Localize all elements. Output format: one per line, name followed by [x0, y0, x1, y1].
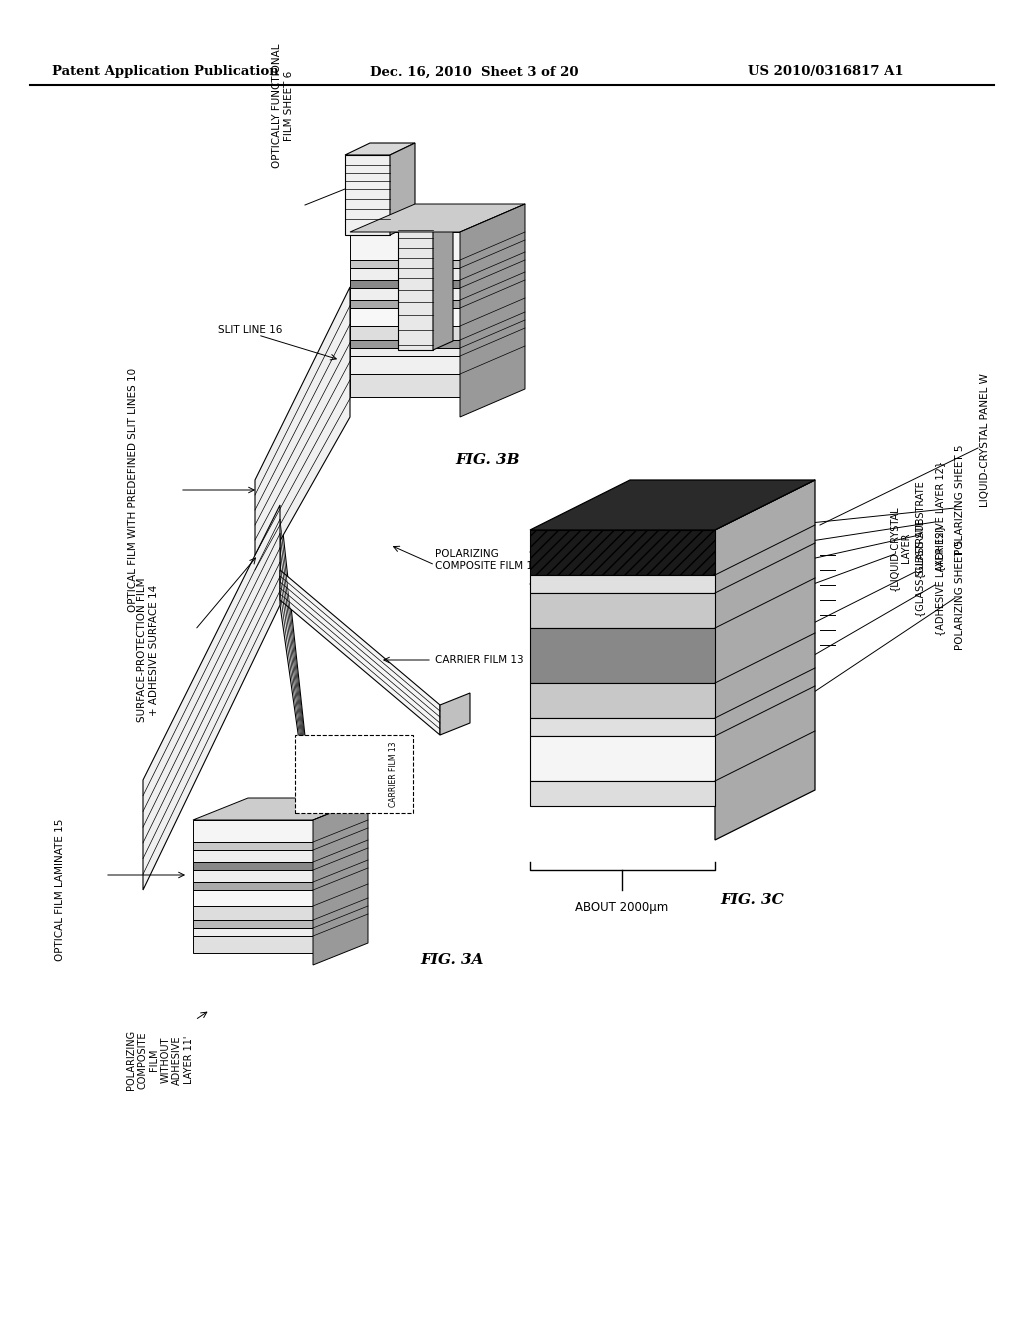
Polygon shape: [193, 906, 313, 920]
Polygon shape: [715, 480, 815, 840]
Polygon shape: [350, 280, 460, 288]
Text: SLIT LINE 16: SLIT LINE 16: [218, 325, 283, 335]
Text: CARRIER FILM 13: CARRIER FILM 13: [435, 655, 523, 665]
Polygon shape: [280, 570, 440, 735]
Text: OPTICAL FILM WITH PREDEFINED SLIT LINES 10: OPTICAL FILM WITH PREDEFINED SLIT LINES …: [128, 368, 138, 612]
Text: {GLASS SUBSTRATE: {GLASS SUBSTRATE: [915, 480, 925, 579]
Polygon shape: [193, 936, 313, 953]
Text: FIG. 3C: FIG. 3C: [720, 894, 783, 907]
Polygon shape: [193, 850, 313, 862]
Polygon shape: [193, 890, 313, 906]
Text: OPTICALLY FUNCTIONAL
FILM SHEET 6: OPTICALLY FUNCTIONAL FILM SHEET 6: [272, 44, 294, 168]
Text: Patent Application Publication: Patent Application Publication: [52, 66, 279, 78]
Polygon shape: [143, 506, 280, 890]
Polygon shape: [350, 268, 460, 280]
Polygon shape: [350, 260, 460, 268]
Polygon shape: [193, 820, 313, 842]
Text: ADHESIVE
LAYER 12: ADHESIVE LAYER 12: [361, 755, 381, 793]
Polygon shape: [193, 862, 313, 870]
Polygon shape: [193, 842, 313, 850]
Polygon shape: [350, 232, 460, 260]
Polygon shape: [460, 205, 525, 417]
Text: POLARIZING SHEET 5: POLARIZING SHEET 5: [955, 445, 965, 556]
Polygon shape: [390, 143, 415, 235]
Text: SURFACE-PROTECTION FILM
+ ADHESIVE SURFACE 14: SURFACE-PROTECTION FILM + ADHESIVE SURFA…: [137, 578, 159, 722]
Polygon shape: [530, 576, 715, 593]
Polygon shape: [350, 348, 460, 356]
Text: POLARIZING
COMPOSITE
FILM
WITHOUT
ADHESIVE
LAYER 11': POLARIZING COMPOSITE FILM WITHOUT ADHESI…: [126, 1030, 194, 1090]
Polygon shape: [398, 220, 433, 350]
Polygon shape: [530, 781, 715, 807]
Polygon shape: [350, 374, 460, 397]
Polygon shape: [433, 211, 453, 350]
Polygon shape: [280, 506, 313, 840]
Polygon shape: [345, 143, 415, 154]
Text: Dec. 16, 2010  Sheet 3 of 20: Dec. 16, 2010 Sheet 3 of 20: [370, 66, 579, 78]
Polygon shape: [530, 480, 815, 531]
Polygon shape: [530, 593, 715, 628]
Text: {GLASS SUBSTRATE: {GLASS SUBSTRATE: [915, 519, 925, 616]
Polygon shape: [345, 154, 390, 235]
Text: {ADHESIVE LAYER 12}: {ADHESIVE LAYER 12}: [935, 461, 945, 572]
Polygon shape: [193, 799, 368, 820]
Polygon shape: [530, 531, 715, 576]
Polygon shape: [255, 286, 350, 585]
Polygon shape: [193, 920, 313, 928]
Text: POLARIZING SHEET 5: POLARIZING SHEET 5: [955, 540, 965, 651]
Polygon shape: [350, 288, 460, 300]
Polygon shape: [350, 205, 525, 232]
Polygon shape: [530, 682, 715, 718]
Text: FIG. 3B: FIG. 3B: [455, 453, 519, 467]
Polygon shape: [193, 870, 313, 882]
Polygon shape: [350, 341, 460, 348]
Text: ABOUT 2000μm: ABOUT 2000μm: [575, 902, 669, 915]
Polygon shape: [350, 300, 460, 308]
Text: LIQUID-CRYSTAL PANEL W: LIQUID-CRYSTAL PANEL W: [980, 374, 990, 507]
Polygon shape: [398, 211, 453, 220]
Text: CARRIER FILM 13: CARRIER FILM 13: [388, 742, 397, 807]
Polygon shape: [350, 326, 460, 341]
FancyBboxPatch shape: [295, 735, 413, 813]
Text: FIG. 3A: FIG. 3A: [420, 953, 483, 968]
Text: {LIQUID-CRYSTAL
LAYER: {LIQUID-CRYSTAL LAYER: [889, 506, 910, 591]
Polygon shape: [530, 718, 715, 737]
Text: PROTECTION
FILM: PROTECTION FILM: [342, 750, 361, 799]
Polygon shape: [350, 308, 460, 326]
Polygon shape: [193, 882, 313, 890]
Polygon shape: [530, 737, 715, 781]
Polygon shape: [530, 628, 715, 682]
Text: US 2010/0316817 A1: US 2010/0316817 A1: [748, 66, 903, 78]
Text: OPTICAL FILM LAMINATE 15: OPTICAL FILM LAMINATE 15: [55, 818, 65, 961]
Polygon shape: [440, 693, 470, 735]
Text: PROTECTION
FILM: PROTECTION FILM: [303, 750, 323, 799]
Text: POLARIZER: POLARIZER: [329, 752, 338, 796]
Polygon shape: [193, 928, 313, 936]
Polygon shape: [313, 799, 368, 965]
Text: POLARIZING
COMPOSITE FILM 11: POLARIZING COMPOSITE FILM 11: [435, 549, 540, 570]
Polygon shape: [350, 356, 460, 374]
Text: {ADHESIVE LAYER 12}: {ADHESIVE LAYER 12}: [935, 524, 945, 635]
